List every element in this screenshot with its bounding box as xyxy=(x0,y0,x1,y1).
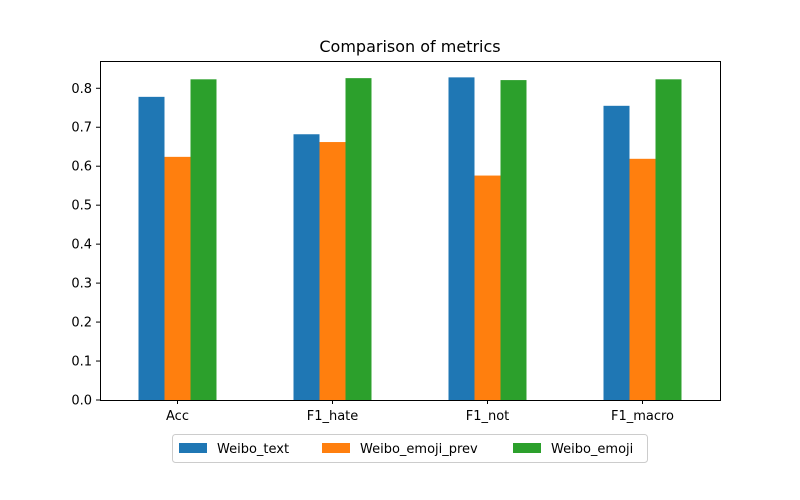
bar-Weibo_emoji-F1_hate xyxy=(345,78,372,400)
bar-Weibo_emoji-F1_macro xyxy=(655,79,682,401)
legend-swatch-Weibo_emoji xyxy=(513,443,541,453)
legend-label-Weibo_emoji_prev: Weibo_emoji_prev xyxy=(360,442,478,457)
legend-swatch-Weibo_text xyxy=(179,443,207,453)
bar-Weibo_text-F1_macro xyxy=(603,105,630,400)
bar-Weibo_emoji-F1_not xyxy=(500,80,527,400)
x-tick-label: F1_not xyxy=(466,409,510,424)
plot-frame xyxy=(100,61,721,401)
y-tick-label: 0.1 xyxy=(71,355,92,370)
y-tick-label: 0.6 xyxy=(71,160,92,175)
bar-Weibo_text-Acc xyxy=(138,96,165,401)
y-tick-label: 0.3 xyxy=(71,277,92,292)
bar-Weibo_emoji_prev-Acc xyxy=(164,156,191,400)
bars-group xyxy=(138,77,682,401)
x-tick-label: F1_hate xyxy=(307,409,359,424)
y-tick-label: 0.0 xyxy=(71,394,92,409)
y-tick-label: 0.5 xyxy=(71,199,92,214)
legend-label-Weibo_text: Weibo_text xyxy=(217,442,289,457)
chart-title: Comparison of metrics xyxy=(319,37,500,56)
y-tick-label: 0.8 xyxy=(71,82,92,97)
x-tick-label: Acc xyxy=(166,409,189,424)
bar-Weibo_text-F1_hate xyxy=(293,134,320,400)
y-tick-label: 0.7 xyxy=(71,121,92,136)
legend-box xyxy=(172,434,648,463)
legend-swatch-Weibo_emoji_prev xyxy=(322,443,350,453)
legend-label-Weibo_emoji: Weibo_emoji xyxy=(551,442,633,457)
bar-Weibo_text-F1_not xyxy=(448,77,475,401)
bar-Weibo_emoji_prev-F1_not xyxy=(474,175,501,400)
bar-Weibo_emoji-Acc xyxy=(190,79,217,401)
y-tick-label: 0.4 xyxy=(71,238,92,253)
x-axis: Acc F1_hate F1_not F1_macro xyxy=(166,400,674,424)
bar-Weibo_emoji_prev-F1_hate xyxy=(319,142,346,400)
x-tick-label: F1_macro xyxy=(611,409,674,424)
y-tick-label: 0.2 xyxy=(71,316,92,331)
legend: Weibo_text Weibo_emoji_prev Weibo_emoji xyxy=(172,434,648,463)
bar-Weibo_emoji_prev-F1_macro xyxy=(629,158,656,400)
y-axis: 0.0 0.1 0.2 0.3 0.4 0.5 0.6 0.7 0.8 xyxy=(71,82,100,409)
